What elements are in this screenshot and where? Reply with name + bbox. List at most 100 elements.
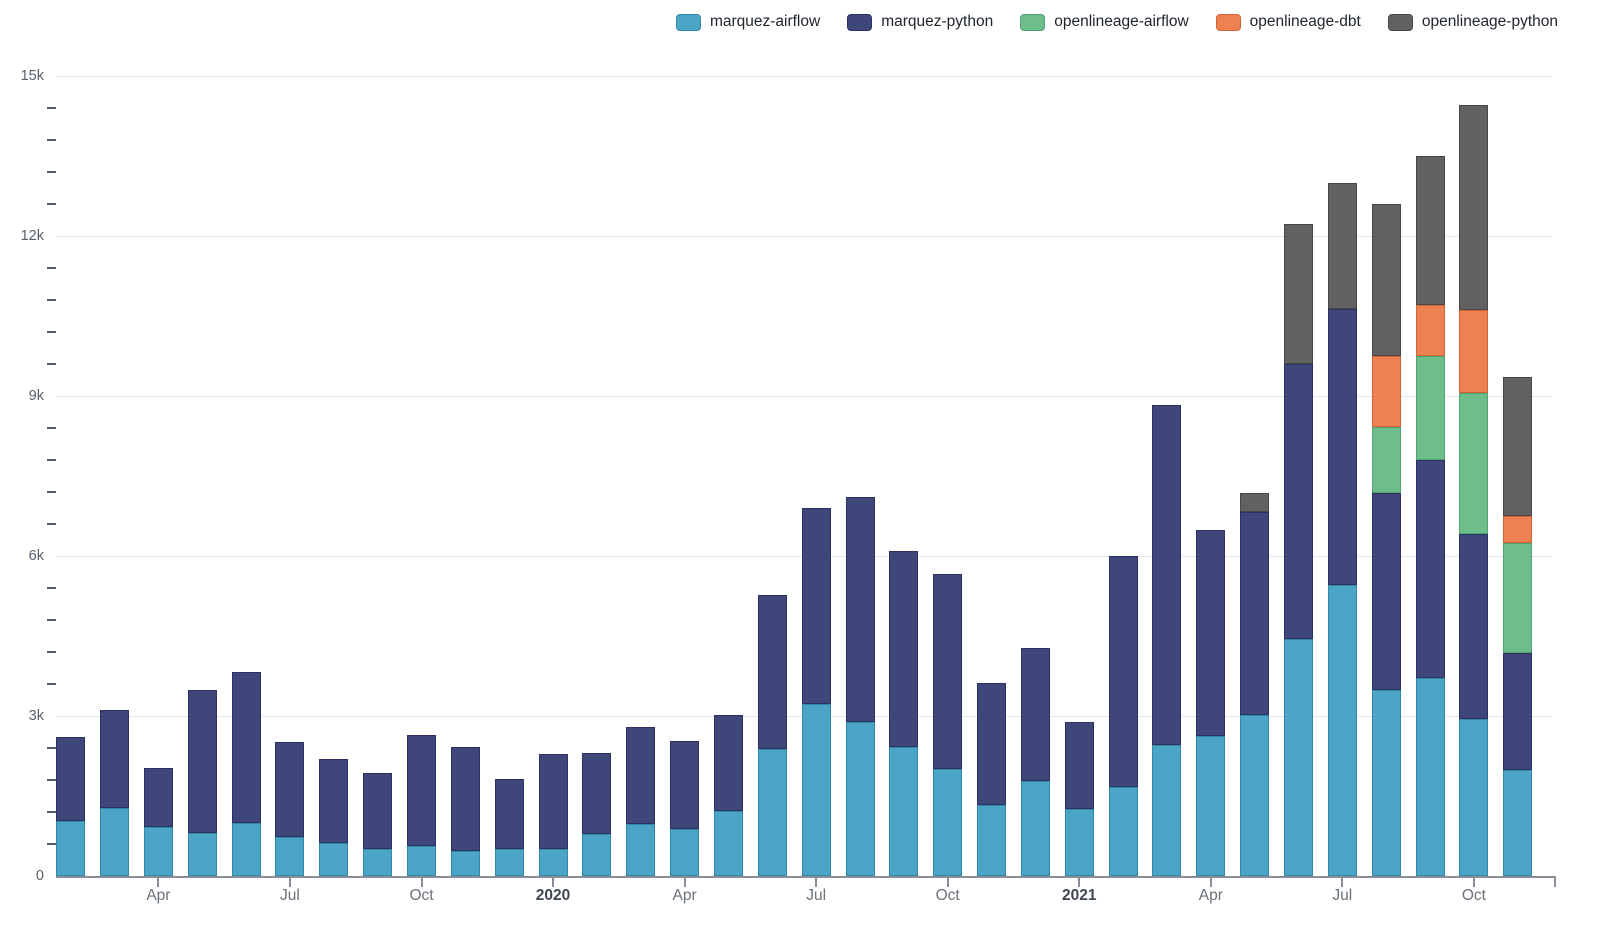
bar-segment-marquez-python[interactable] xyxy=(1240,511,1270,715)
bar-segment-marquez-airflow[interactable] xyxy=(1240,714,1270,876)
bar-segment-marquez-python[interactable] xyxy=(1152,404,1182,745)
bar-segment-marquez-airflow[interactable] xyxy=(582,834,612,876)
bar-segment-marquez-airflow[interactable] xyxy=(977,804,1007,876)
legend-item-openlineage-airflow[interactable]: openlineage-airflow xyxy=(1020,13,1189,31)
x-axis-label-Jul: Jul xyxy=(280,887,300,904)
bar-segment-marquez-python[interactable] xyxy=(626,727,656,825)
bar-segment-marquez-python[interactable] xyxy=(494,778,524,850)
bar-segment-marquez-airflow[interactable] xyxy=(1064,809,1094,876)
bar-segment-marquez-airflow[interactable] xyxy=(363,848,393,876)
bar-segment-marquez-python[interactable] xyxy=(933,574,963,769)
x-axis-label-Jul: Jul xyxy=(1332,887,1353,904)
bar-segment-marquez-airflow[interactable] xyxy=(1327,584,1357,876)
bar-segment-marquez-python[interactable] xyxy=(713,714,743,811)
bar-segment-marquez-python[interactable] xyxy=(56,737,86,822)
bar-segment-marquez-python[interactable] xyxy=(100,710,130,808)
bar-segment-openlineage-python[interactable] xyxy=(1415,156,1445,305)
bar-segment-marquez-airflow[interactable] xyxy=(1459,719,1489,876)
x-axis-tick xyxy=(1078,878,1081,887)
bar-segment-openlineage-dbt[interactable] xyxy=(1503,516,1533,544)
legend-item-openlineage-python[interactable]: openlineage-python xyxy=(1387,13,1558,31)
bar-segment-marquez-python[interactable] xyxy=(450,747,480,851)
bar-segment-marquez-python[interactable] xyxy=(1459,533,1489,720)
bar-segment-marquez-airflow[interactable] xyxy=(757,748,787,876)
bar-segment-marquez-airflow[interactable] xyxy=(56,821,86,876)
bar-segment-marquez-airflow[interactable] xyxy=(845,721,875,876)
bar-segment-marquez-airflow[interactable] xyxy=(933,768,963,876)
bar-segment-marquez-python[interactable] xyxy=(1196,530,1226,736)
bar-segment-marquez-python[interactable] xyxy=(845,496,875,722)
bar-segment-marquez-python[interactable] xyxy=(889,550,919,748)
bar-segment-marquez-python[interactable] xyxy=(582,752,612,835)
bar-segment-marquez-airflow[interactable] xyxy=(231,823,261,876)
bar-segment-marquez-python[interactable] xyxy=(363,772,393,849)
legend-item-marquez-python[interactable]: marquez-python xyxy=(847,13,993,31)
bar-segment-marquez-python[interactable] xyxy=(187,690,217,833)
bar-segment-openlineage-airflow[interactable] xyxy=(1503,543,1533,654)
bar-segment-marquez-airflow[interactable] xyxy=(1152,744,1182,876)
bar-segment-marquez-python[interactable] xyxy=(538,753,568,849)
bar-segment-openlineage-airflow[interactable] xyxy=(1459,392,1489,534)
bar-segment-openlineage-python[interactable] xyxy=(1327,183,1357,310)
bar-segment-marquez-airflow[interactable] xyxy=(713,810,743,876)
bar-segment-marquez-python[interactable] xyxy=(801,508,831,705)
bar-segment-marquez-python[interactable] xyxy=(1108,556,1138,787)
bar-segment-marquez-python[interactable] xyxy=(1371,493,1401,691)
bar-segment-openlineage-python[interactable] xyxy=(1284,223,1313,364)
bar-segment-marquez-python[interactable] xyxy=(1415,460,1445,679)
chart-legend: marquez-airflow marquez-python openlineage… xyxy=(675,13,1558,31)
bar-segment-marquez-python[interactable] xyxy=(275,742,305,838)
x-axis-tick xyxy=(1209,878,1212,887)
bar-segment-marquez-python[interactable] xyxy=(231,672,261,824)
bar-segment-marquez-airflow[interactable] xyxy=(494,849,524,876)
bar-segment-marquez-airflow[interactable] xyxy=(450,850,480,876)
bar-segment-marquez-airflow[interactable] xyxy=(670,828,700,876)
bar-segment-openlineage-python[interactable] xyxy=(1503,376,1533,516)
bar-segment-marquez-python[interactable] xyxy=(757,595,787,749)
bar-segment-marquez-airflow[interactable] xyxy=(275,837,305,876)
bar-segment-marquez-airflow[interactable] xyxy=(1108,786,1138,876)
bar-segment-marquez-airflow[interactable] xyxy=(1020,780,1050,876)
y-gridline-9k xyxy=(56,396,1552,397)
bar-segment-marquez-airflow[interactable] xyxy=(319,842,349,876)
bar-segment-marquez-airflow[interactable] xyxy=(100,807,130,876)
x-axis-label-Apr: Apr xyxy=(146,887,171,904)
bar-segment-marquez-airflow[interactable] xyxy=(1371,690,1401,876)
legend-item-marquez-airflow[interactable]: marquez-airflow xyxy=(675,13,820,31)
bar-segment-openlineage-dbt[interactable] xyxy=(1371,356,1401,427)
bar-segment-marquez-python[interactable] xyxy=(1064,722,1094,810)
bar-segment-openlineage-airflow[interactable] xyxy=(1415,356,1445,460)
bar-segment-marquez-airflow[interactable] xyxy=(1415,678,1445,876)
bar-segment-marquez-python[interactable] xyxy=(1327,309,1357,585)
bar-segment-marquez-airflow[interactable] xyxy=(143,827,173,876)
bar-segment-marquez-airflow[interactable] xyxy=(1503,769,1533,876)
bar-segment-openlineage-dbt[interactable] xyxy=(1415,304,1445,356)
bar-segment-marquez-airflow[interactable] xyxy=(626,824,656,876)
bar-segment-marquez-python[interactable] xyxy=(1284,364,1313,640)
bar-segment-marquez-python[interactable] xyxy=(407,735,436,847)
bar-segment-marquez-airflow[interactable] xyxy=(1196,735,1226,876)
bar-segment-marquez-python[interactable] xyxy=(977,683,1007,805)
bar-segment-marquez-airflow[interactable] xyxy=(889,747,919,876)
bar-segment-marquez-python[interactable] xyxy=(1503,653,1533,770)
y-axis-label: 9k xyxy=(28,388,44,404)
y-minor-tick xyxy=(47,683,56,685)
legend-item-openlineage-dbt[interactable]: openlineage-dbt xyxy=(1215,13,1361,31)
bar-segment-marquez-python[interactable] xyxy=(1020,647,1050,781)
bar-segment-marquez-python[interactable] xyxy=(143,767,173,828)
x-axis-label-Oct: Oct xyxy=(409,887,434,904)
bar-segment-openlineage-python[interactable] xyxy=(1371,204,1401,356)
y-minor-tick xyxy=(47,427,56,429)
bar-segment-openlineage-python[interactable] xyxy=(1240,492,1270,512)
bar-segment-openlineage-python[interactable] xyxy=(1459,104,1489,310)
bar-segment-marquez-airflow[interactable] xyxy=(187,832,217,876)
bar-segment-openlineage-airflow[interactable] xyxy=(1371,426,1401,494)
bar-segment-marquez-python[interactable] xyxy=(319,759,349,843)
bar-segment-marquez-airflow[interactable] xyxy=(538,848,568,876)
y-gridline-12k xyxy=(56,236,1552,237)
bar-segment-marquez-airflow[interactable] xyxy=(407,846,436,876)
bar-segment-marquez-airflow[interactable] xyxy=(1284,639,1313,876)
bar-segment-openlineage-dbt[interactable] xyxy=(1459,309,1489,393)
bar-segment-marquez-python[interactable] xyxy=(670,740,700,829)
bar-segment-marquez-airflow[interactable] xyxy=(801,704,831,876)
